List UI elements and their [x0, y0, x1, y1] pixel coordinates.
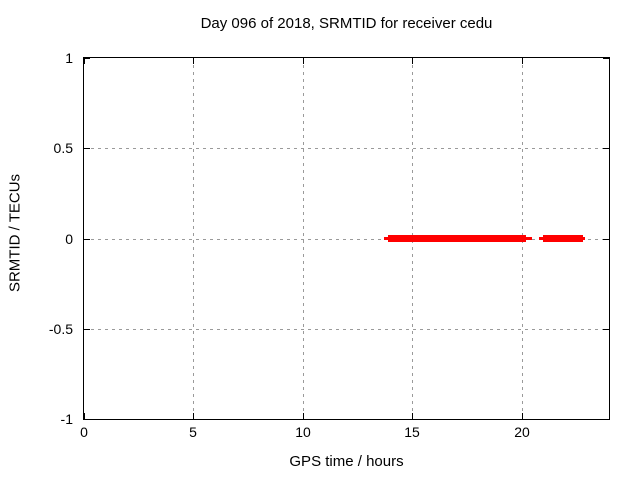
x-tick-mark — [193, 413, 194, 419]
y-tick-mark — [84, 419, 90, 420]
y-tick-mark — [84, 329, 90, 330]
y-tick-mark — [603, 148, 609, 149]
x-tick-mark — [412, 413, 413, 419]
x-tick-mark — [84, 58, 85, 64]
y-tick-label: 0 — [65, 231, 73, 247]
y-gridline — [84, 239, 609, 240]
x-tick-mark — [522, 413, 523, 419]
x-tick-mark — [522, 58, 523, 64]
y-tick-label: 0.5 — [53, 140, 73, 156]
data-segment-band — [388, 235, 526, 242]
data-segment-band — [543, 235, 583, 242]
x-tick-label: 10 — [295, 424, 311, 440]
y-tick-mark — [603, 419, 609, 420]
y-tick-mark — [84, 239, 90, 240]
x-tick-mark — [303, 58, 304, 64]
y-tick-mark — [603, 329, 609, 330]
x-tick-mark — [193, 58, 194, 64]
y-tick-label: 1 — [65, 50, 73, 66]
plot-area — [83, 57, 610, 420]
y-gridline — [84, 329, 609, 330]
x-gridline — [193, 58, 194, 419]
y-tick-label: -0.5 — [48, 321, 73, 337]
y-tick-mark — [603, 239, 609, 240]
y-tick-label: -1 — [60, 411, 73, 427]
y-tick-mark — [603, 58, 609, 59]
y-tick-mark — [84, 148, 90, 149]
x-tick-label: 20 — [514, 424, 530, 440]
x-tick-label: 0 — [80, 424, 88, 440]
x-axis-label: GPS time / hours — [289, 453, 404, 470]
y-tick-mark — [84, 58, 90, 59]
y-gridline — [84, 148, 609, 149]
x-tick-mark — [84, 413, 85, 419]
chart-title: Day 096 of 2018, SRMTID for receiver ced… — [200, 15, 493, 32]
x-gridline — [303, 58, 304, 419]
x-tick-mark — [303, 413, 304, 419]
x-tick-mark — [412, 58, 413, 64]
x-tick-label: 5 — [189, 424, 197, 440]
x-tick-label: 15 — [404, 424, 420, 440]
